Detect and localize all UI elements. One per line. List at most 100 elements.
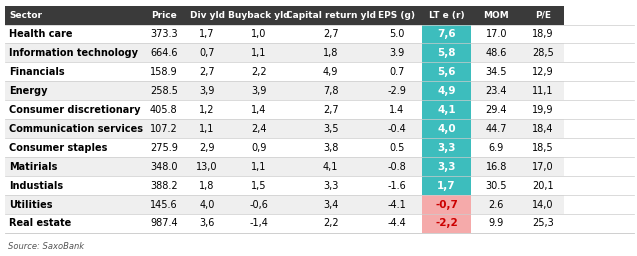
Text: -0,7: -0,7	[435, 199, 458, 210]
Bar	[185, 100, 229, 119]
Bar	[471, 138, 521, 157]
Bar	[142, 25, 185, 44]
Bar	[142, 44, 185, 62]
Bar	[422, 25, 471, 44]
Bar	[185, 44, 229, 62]
Text: 17,0: 17,0	[532, 162, 554, 172]
Bar	[289, 176, 372, 195]
Text: 6.9: 6.9	[489, 143, 504, 153]
Text: 20,1: 20,1	[532, 180, 554, 190]
Bar	[142, 100, 185, 119]
Text: 158.9: 158.9	[150, 67, 178, 77]
Bar	[229, 81, 289, 100]
Text: 16.8: 16.8	[485, 162, 507, 172]
Text: 107.2: 107.2	[150, 124, 178, 134]
Text: 2,7: 2,7	[323, 29, 338, 39]
Bar	[372, 214, 422, 233]
Bar	[372, 176, 422, 195]
Bar	[521, 195, 564, 214]
Bar	[5, 119, 142, 138]
Bar	[142, 176, 185, 195]
Text: 3,3: 3,3	[437, 143, 456, 153]
Bar	[142, 62, 185, 81]
Bar	[289, 44, 372, 62]
Bar	[471, 6, 521, 25]
Text: 0.7: 0.7	[389, 67, 404, 77]
Bar	[372, 157, 422, 176]
Bar	[422, 195, 471, 214]
Text: Industials: Industials	[9, 180, 63, 190]
Text: 0,9: 0,9	[251, 143, 267, 153]
Bar	[521, 119, 564, 138]
Text: Financials: Financials	[9, 67, 64, 77]
Bar	[521, 81, 564, 100]
Text: 3,6: 3,6	[199, 218, 215, 229]
Bar	[229, 100, 289, 119]
Bar	[5, 44, 142, 62]
Bar	[372, 6, 422, 25]
Bar	[289, 6, 372, 25]
Text: Buyback yld: Buyback yld	[228, 11, 290, 20]
Bar	[521, 138, 564, 157]
Bar	[229, 195, 289, 214]
Text: 30.5: 30.5	[485, 180, 507, 190]
Text: 0.5: 0.5	[389, 143, 404, 153]
Bar	[142, 81, 185, 100]
Text: -1,4: -1,4	[250, 218, 268, 229]
Text: 258.5: 258.5	[150, 86, 178, 96]
Text: Capital return yld: Capital return yld	[285, 11, 376, 20]
Bar	[289, 100, 372, 119]
Text: 348.0: 348.0	[150, 162, 178, 172]
Text: 7,8: 7,8	[323, 86, 338, 96]
Text: -1.6: -1.6	[387, 180, 406, 190]
Bar	[422, 157, 471, 176]
Text: 145.6: 145.6	[150, 199, 178, 210]
Text: Utilities: Utilities	[9, 199, 52, 210]
Bar	[142, 6, 185, 25]
Text: 7,6: 7,6	[437, 29, 456, 39]
Text: 2,4: 2,4	[251, 124, 267, 134]
Text: 664.6: 664.6	[150, 48, 178, 58]
Text: -0,6: -0,6	[250, 199, 268, 210]
Bar	[142, 195, 185, 214]
Bar	[185, 62, 229, 81]
Bar	[229, 62, 289, 81]
Text: Matirials: Matirials	[9, 162, 57, 172]
Text: LT e (r): LT e (r)	[429, 11, 464, 20]
Bar	[229, 214, 289, 233]
Text: Div yld: Div yld	[190, 11, 224, 20]
Bar	[372, 81, 422, 100]
Text: 1.4: 1.4	[389, 105, 404, 115]
Bar	[5, 6, 142, 25]
Bar	[185, 138, 229, 157]
Bar	[229, 119, 289, 138]
Bar	[372, 25, 422, 44]
Bar	[422, 6, 471, 25]
Bar	[5, 81, 142, 100]
Bar	[142, 119, 185, 138]
Text: 4,9: 4,9	[437, 86, 456, 96]
Text: 19,9: 19,9	[532, 105, 554, 115]
Bar	[471, 25, 521, 44]
Bar	[372, 119, 422, 138]
Bar	[289, 195, 372, 214]
Bar	[142, 157, 185, 176]
Text: 2,7: 2,7	[323, 105, 338, 115]
Bar	[471, 176, 521, 195]
Bar	[372, 100, 422, 119]
Bar	[422, 119, 471, 138]
Bar	[289, 119, 372, 138]
Text: 3,9: 3,9	[199, 86, 215, 96]
Text: 5.0: 5.0	[389, 29, 404, 39]
Text: 0,7: 0,7	[199, 48, 215, 58]
Text: 5,8: 5,8	[437, 48, 456, 58]
Text: P/E: P/E	[534, 11, 551, 20]
Bar	[229, 157, 289, 176]
Bar	[142, 138, 185, 157]
Bar	[5, 214, 142, 233]
Text: Consumer staples: Consumer staples	[9, 143, 107, 153]
Bar	[471, 100, 521, 119]
Text: 3,3: 3,3	[437, 162, 456, 172]
Text: 275.9: 275.9	[150, 143, 178, 153]
Text: 2,9: 2,9	[199, 143, 215, 153]
